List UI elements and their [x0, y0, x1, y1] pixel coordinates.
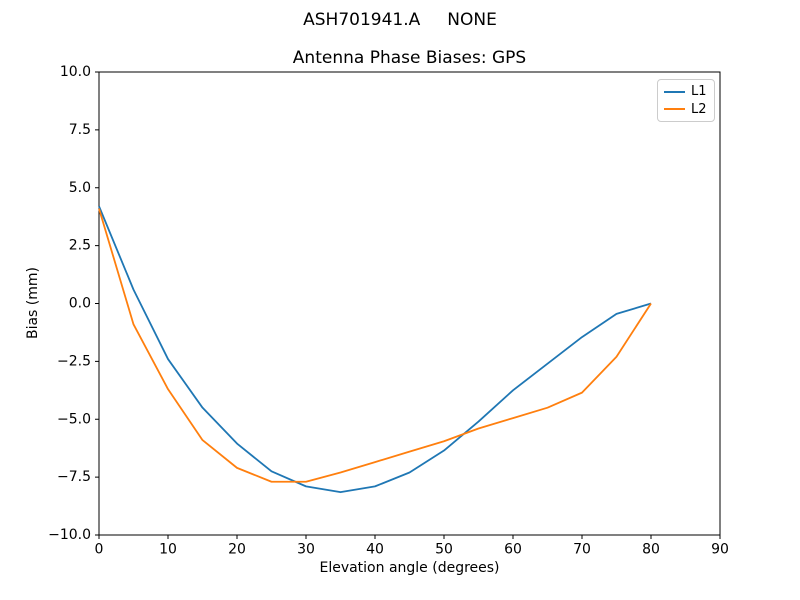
x-tick-label: 0	[95, 542, 104, 558]
x-tick-label: 70	[573, 542, 591, 558]
legend-item-l2: L2	[664, 103, 708, 116]
y-tick-label: −5.0	[57, 411, 91, 427]
x-tick-label: 60	[504, 542, 522, 558]
figure-suptitle: ASH701941.A NONE	[303, 10, 497, 30]
y-tick-label: 0.0	[69, 296, 91, 312]
y-tick-label: 7.5	[69, 122, 91, 138]
x-tick-label: 40	[366, 542, 384, 558]
y-axis-label: Bias (mm)	[25, 266, 41, 340]
x-tick-label: 10	[159, 542, 177, 558]
x-tick-label: 30	[297, 542, 315, 558]
x-tick-label: 20	[228, 542, 246, 558]
legend-label-l2: L2	[691, 101, 707, 117]
y-tick-label: 10.0	[60, 64, 91, 80]
y-tick-label: −2.5	[57, 353, 91, 369]
legend: L1 L2	[657, 79, 715, 122]
axes-frame	[98, 71, 721, 536]
y-tick-label: 2.5	[69, 238, 91, 254]
x-tick-label: 80	[642, 542, 660, 558]
axes-title: Antenna Phase Biases: GPS	[292, 48, 527, 68]
y-tick-label: −10.0	[48, 527, 91, 543]
x-axis-label: Elevation angle (degrees)	[319, 560, 500, 576]
y-tick-label: −7.5	[57, 469, 91, 485]
l1-line	[98, 205, 652, 494]
l1-line-swatch-icon	[664, 90, 685, 93]
x-tick-label: 50	[435, 542, 453, 558]
legend-item-l1: L1	[664, 85, 708, 98]
y-tick-label: 5.0	[69, 180, 91, 196]
l2-line-swatch-icon	[664, 108, 685, 111]
x-tick-label: 90	[711, 542, 729, 558]
legend-label-l1: L1	[691, 84, 707, 100]
l2-line	[98, 208, 652, 483]
